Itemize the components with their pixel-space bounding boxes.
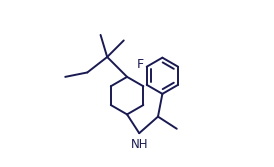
Text: NH: NH <box>130 138 148 151</box>
Text: F: F <box>136 58 143 71</box>
